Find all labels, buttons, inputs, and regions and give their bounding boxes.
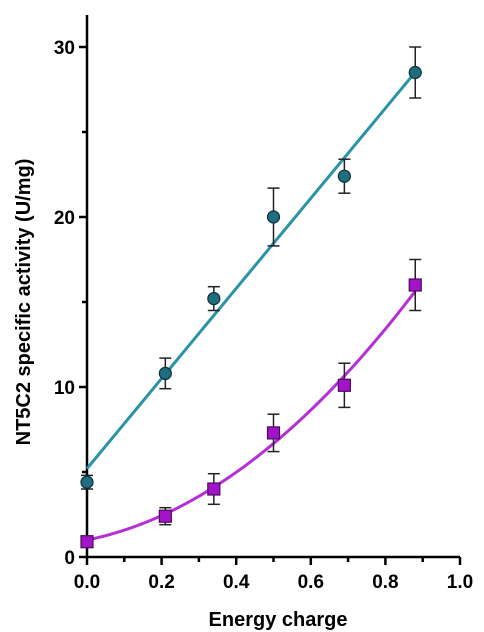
data-point-square	[266, 426, 281, 440]
x-tick-label: 0.0	[74, 572, 100, 593]
x-axis-label: Energy charge	[209, 609, 348, 631]
x-tick-label: 0.2	[148, 572, 174, 593]
fit-lines	[85, 71, 417, 542]
data-point-square	[408, 278, 422, 292]
data-points	[80, 65, 422, 549]
axes	[79, 15, 462, 565]
y-tick-label: 30	[54, 38, 75, 59]
y-axis-label: NT5C2 specific activity (U/mg)	[13, 159, 35, 446]
x-tick-label: 1.0	[447, 572, 473, 593]
x-tick-label: 0.8	[372, 572, 398, 593]
y-tick-label: 10	[54, 378, 75, 399]
data-point-circle	[266, 210, 281, 224]
y-tick-label: 0	[64, 548, 75, 569]
fit-line-series-1	[85, 71, 417, 470]
data-point-square	[337, 378, 351, 392]
data-point-circle	[158, 366, 172, 380]
data-point-square	[158, 509, 172, 523]
data-point-square	[80, 535, 94, 549]
x-tick-label: 0.6	[298, 572, 324, 593]
y-tick-label: 20	[54, 208, 75, 229]
data-point-circle	[207, 292, 221, 306]
tick-labels: 0.0 0.2 0.4 0.6 0.8 1.0 0 10 20 30	[54, 38, 473, 593]
fit-line-series-2	[86, 290, 417, 542]
data-point-square	[207, 482, 221, 496]
data-point-circle	[337, 169, 351, 183]
data-point-circle	[408, 65, 422, 80]
data-point-circle	[80, 475, 94, 489]
x-tick-label: 0.4	[223, 572, 250, 593]
error-bars	[81, 46, 422, 546]
